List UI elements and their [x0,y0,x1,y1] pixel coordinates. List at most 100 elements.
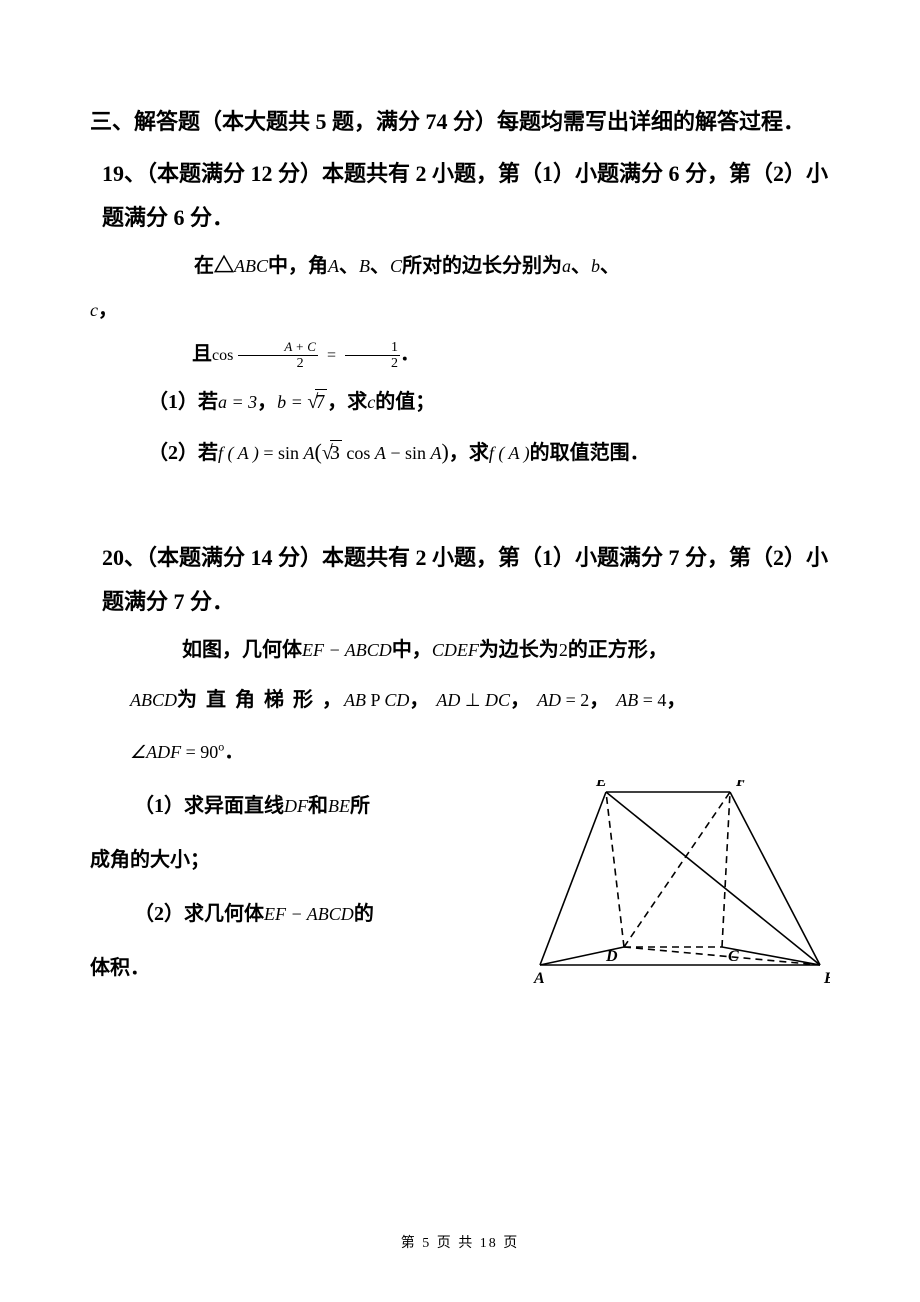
math: = [327,347,336,364]
math: b = [277,392,307,412]
math: CD [384,690,409,710]
math: A [304,443,315,463]
math: AB [616,690,638,710]
svg-text:F: F [735,780,747,790]
math: = 90 [181,742,218,762]
text: ． [400,343,420,365]
text: ，求 [449,442,489,464]
geometry-figure: ABCDEF [530,780,830,990]
q20-desc-line3: ∠ADF = 90o． [130,728,830,776]
sqrt: √3 [322,431,342,475]
math: ABCD [130,690,177,710]
text: ， [257,391,277,413]
math: f ( A ) [489,443,530,463]
label: （1）若 [148,391,218,413]
text: ， [409,689,429,711]
math: = 4 [638,690,666,710]
math: = 2 [561,690,589,710]
q19-intro-c: c， [90,288,830,332]
math: CDEF [432,640,479,660]
footer-page: 5 [422,1236,431,1251]
footer-suffix: 页 [498,1236,520,1251]
svg-text:D: D [605,948,618,965]
math: ⊥ [460,690,485,710]
q20-desc-line1: 如图，几何体EF − ABCD中，CDEF为边长为2的正方形， [90,628,830,672]
q19-sub1: （1）若a = 3，b = √7，求c的值； [148,380,830,424]
math: ( [315,439,322,464]
text: 且 [192,343,212,365]
text: 的值； [375,391,435,413]
math: a = 3 [218,392,257,412]
q20-sub2-line1: （2）求几何体EF − ABCD的 [90,888,518,940]
text: 、 [370,255,390,277]
label: （2）若 [148,442,218,464]
fraction: 1 2 [345,340,400,372]
text: 、 [339,255,359,277]
text: ， [510,689,530,711]
q20-header: 20、（本题满分 14 分）本题共有 2 小题，第（1）小题满分 7 分，第（2… [102,536,830,624]
math: B [359,256,370,276]
math: = sin [259,443,304,463]
math: BE [328,796,350,816]
text: 、 [571,255,591,277]
math: − sin [386,443,431,463]
math: A [431,443,442,463]
problem-19: 19、（本题满分 12 分）本题共有 2 小题，第（1）小题满分 6 分，第（2… [90,152,830,476]
math: C [390,256,402,276]
label: （1）求异面直线 [134,795,284,817]
problem-20: 20、（本题满分 14 分）本题共有 2 小题，第（1）小题满分 7 分，第（2… [90,536,830,996]
svg-text:C: C [728,948,739,965]
text: ， [98,299,118,321]
text: 所 [350,795,370,817]
math: AB [344,690,366,710]
math: f ( A ) [218,443,259,463]
text: 中， [392,639,432,661]
math: DF [284,796,308,816]
math: AD [436,690,460,710]
fraction: A + C 2 [238,340,318,372]
math: 2 [559,640,568,660]
text: ，求 [327,391,367,413]
math: EF − ABCD [302,640,392,660]
svg-text:B: B [823,970,830,987]
text: 和 [308,795,328,817]
text: ， [589,689,609,711]
q20-sub2-line2: 体积． [90,942,518,994]
text: 如图，几何体 [182,639,302,661]
math: AD [537,690,561,710]
math: ) [442,439,449,464]
math: b [591,256,600,276]
q19-condition: 且cos A + C 2 = 1 2 ． [148,336,830,372]
text: 在△ [194,255,234,277]
parallel-symbol: P [366,690,384,710]
q19-sub2: （2）若f ( A ) = sin A(√3 cos A − sin A)，求f… [148,428,830,476]
text: 、 [600,255,620,277]
math: A [375,443,386,463]
math: a [562,256,571,276]
math: ∠ADF [130,742,181,762]
text: ． [224,741,244,763]
q20-subs-and-figure: （1）求异面直线DF和BE所 成角的大小； （2）求几何体EF − ABCD的 … [90,780,830,996]
label: （2）求几何体 [134,903,264,925]
q20-desc-line2: ABCD为 直 角 梯 形 ，AB P CD， AD ⊥ DC， AD = 2，… [130,676,830,724]
text: ， [666,689,686,711]
footer-prefix: 第 [401,1236,423,1251]
text: 体积． [90,957,150,979]
text: 的取值范围． [530,442,650,464]
section-title: 三、解答题（本大题共 5 题，满分 74 分）每题均需写出详细的解答过程． [90,100,830,144]
math: EF − ABCD [264,904,354,924]
math: A [328,256,339,276]
text: 为边长为 [479,639,559,661]
math: cos [342,443,375,463]
text: 成角的大小； [90,849,210,871]
footer-total: 18 [480,1236,498,1251]
q19-intro: 在△ABC中，角A、B、C所对的边长分别为a、b、 [102,244,830,288]
svg-text:E: E [595,780,607,790]
text: 的正方形， [568,639,668,661]
math: c [90,300,98,320]
text: 所对的边长分别为 [402,255,562,277]
text: 中，角 [268,255,328,277]
math: cos [212,347,233,364]
q19-header: 19、（本题满分 12 分）本题共有 2 小题，第（1）小题满分 6 分，第（2… [102,152,830,240]
math: DC [485,690,510,710]
